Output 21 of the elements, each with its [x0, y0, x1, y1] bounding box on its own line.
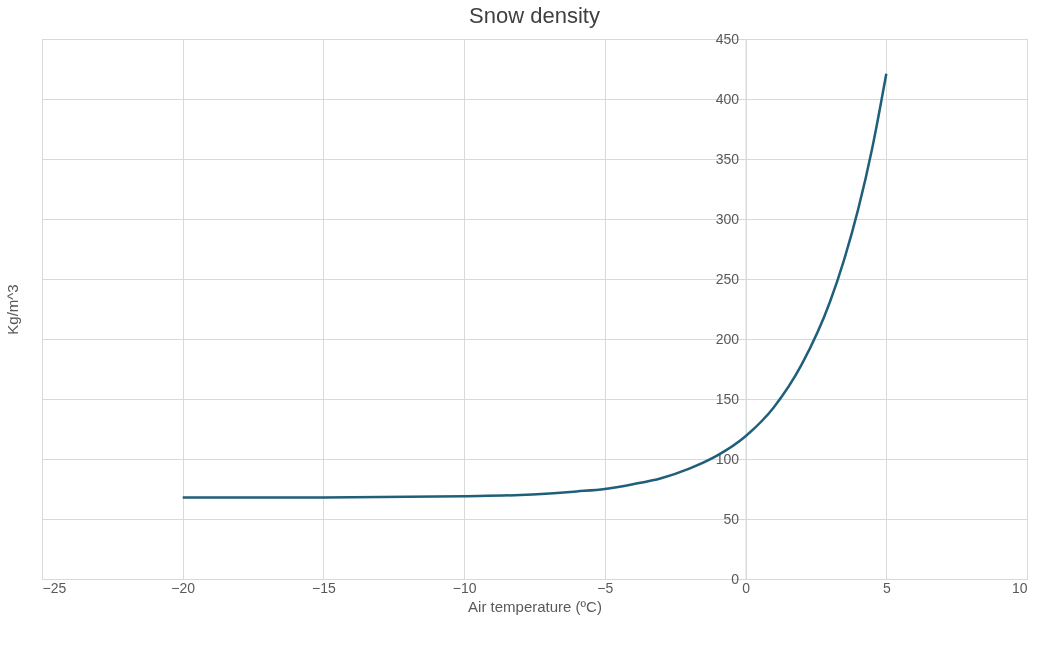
- y-tick-label: 150: [715, 390, 740, 407]
- x-tick-label: −10: [452, 579, 477, 596]
- x-tick-label: 0: [742, 579, 751, 596]
- y-tick-label: 250: [715, 270, 740, 287]
- x-tick-label: 5: [882, 579, 891, 596]
- x-tick-label: −20: [171, 579, 196, 596]
- x-tick-label: −25: [42, 579, 67, 596]
- y-tick-label: 100: [715, 450, 740, 467]
- y-tick-label: 450: [715, 30, 740, 47]
- y-axis-title: Kg/m^3: [3, 284, 21, 335]
- y-tick-label: 200: [715, 330, 740, 347]
- chart-title: Snow density: [469, 3, 600, 28]
- x-tick-label: 10: [1011, 579, 1028, 596]
- line-series: [181, 72, 888, 499]
- x-axis-title: Air temperature (ºC): [468, 597, 602, 615]
- x-tick-label: −15: [312, 579, 337, 596]
- y-tick-label: 300: [715, 210, 740, 227]
- y-tick-label: 400: [715, 90, 740, 107]
- y-tick-label: 350: [715, 150, 740, 167]
- x-tick-label: −5: [597, 579, 614, 596]
- y-tick-label: 50: [723, 510, 740, 527]
